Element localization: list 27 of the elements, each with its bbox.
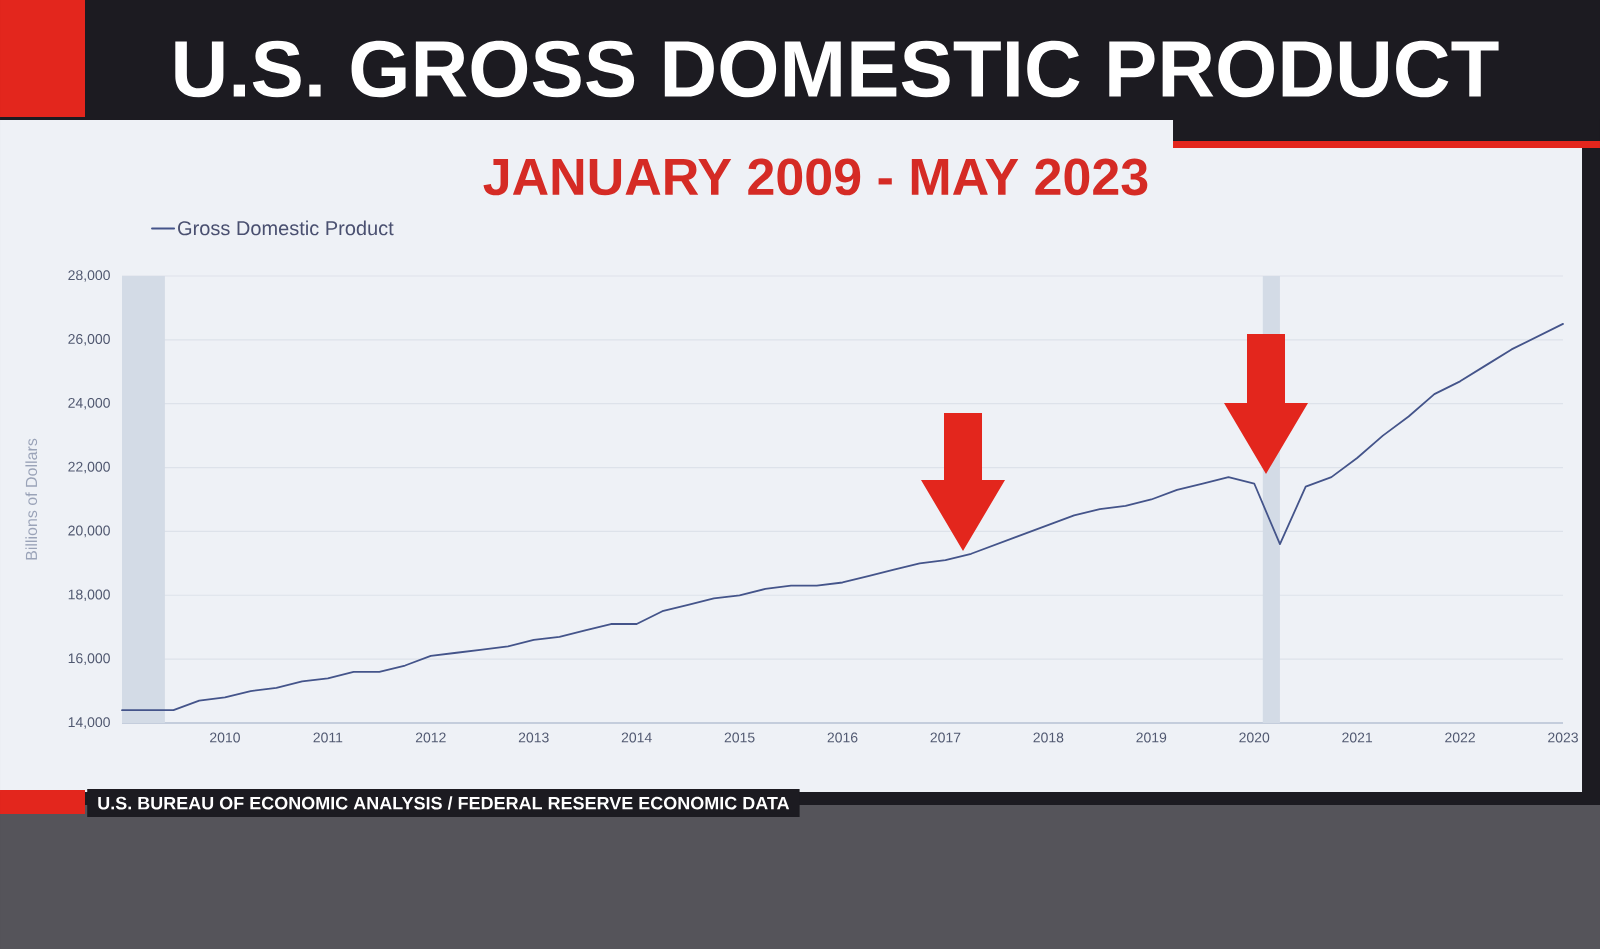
x-tick-label: 2020 (1239, 732, 1270, 743)
x-tick-label: 2022 (1445, 732, 1475, 743)
y-tick-label: 22,000 (68, 461, 110, 474)
y-tick-label: 14,000 (68, 717, 110, 729)
y-tick-label: 18,000 (68, 589, 110, 602)
x-tick-label: 2017 (930, 732, 961, 743)
y-tick-label: 26,000 (68, 334, 110, 346)
legend-label: Gross Domestic Product (178, 220, 394, 236)
chart-subtitle: JANUARY 2009 - MAY 2023 (483, 158, 1148, 196)
y-tick-label: 16,000 (68, 653, 110, 665)
y-tick-label: 28,000 (68, 270, 110, 282)
y-axis-title: Billions of Dollars (25, 438, 38, 560)
x-tick-label: 2014 (621, 732, 652, 743)
x-tick-label: 2011 (313, 732, 343, 743)
x-tick-label: 2013 (518, 732, 549, 743)
x-tick-label: 2015 (724, 732, 755, 743)
text: U.S. BUREAU OF ECONOMIC ANALYSIS / FEDERAL RESERVE ECONOMIC DATA (98, 796, 790, 810)
x-tick-label: 2010 (210, 732, 240, 743)
x-tick-label: 2012 (415, 732, 446, 743)
y-tick-label: 24,000 (68, 397, 110, 410)
x-tick-label: 2016 (827, 732, 858, 743)
x-tick-label: 2023 (1548, 732, 1578, 743)
y-tick-label: 20,000 (68, 525, 110, 538)
x-tick-label: 2018 (1033, 732, 1064, 743)
x-tick-label: 2021 (1342, 732, 1373, 743)
x-tick-label: 2019 (1136, 732, 1167, 743)
chart-title: U.S. GROSS DOMESTIC PRODUCT (175, 40, 1499, 98)
